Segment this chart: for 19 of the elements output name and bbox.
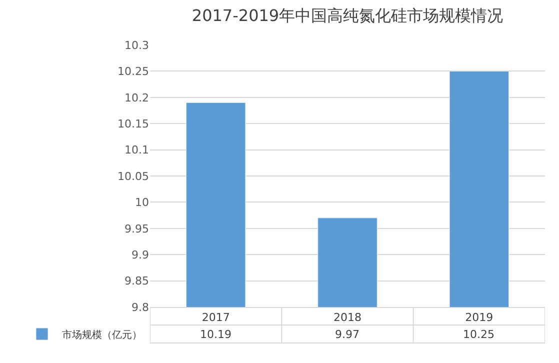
y-tick-label: 10.2 [124,91,149,104]
x-tick-label: 2019 [465,311,494,324]
y-tick-label: 9.9 [132,248,149,262]
data-label: 9.97 [335,328,360,341]
data-label: 10.19 [200,328,232,341]
y-tick-label: 10.3 [124,38,149,52]
y-tick-label: 10.1 [124,144,149,157]
y-tick-label: 9.8 [132,300,149,314]
y-tick-label: 10 [135,196,149,210]
y-tick-label: 10.05 [118,170,149,183]
y-tick-label: 9.85 [124,274,149,288]
data-label: 10.25 [463,328,494,341]
legend-label: 市场规模（亿元） [62,328,142,341]
y-tick-label: 10.15 [118,117,149,130]
y-tick-label: 10.25 [118,65,149,78]
y-tick-label: 9.95 [124,222,149,236]
x-tick-label: 2017 [202,311,230,324]
chart-title: 2017-2019年中国高纯氮化硅市场规模情况 [192,6,504,26]
x-tick-label: 2018 [334,311,362,324]
